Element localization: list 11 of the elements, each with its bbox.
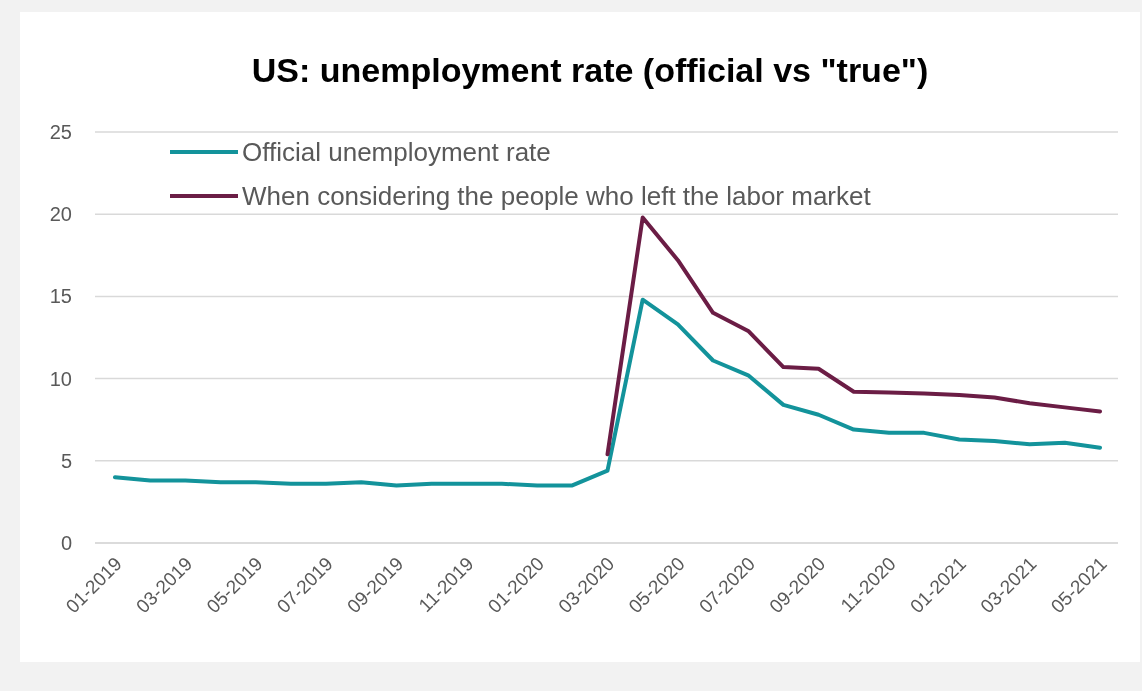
line-series	[605, 215, 1102, 457]
y-tick-label: 0	[60, 532, 72, 554]
chart-title: US: unemployment rate (official vs "true")	[251, 51, 929, 89]
y-tick-label: 20	[49, 203, 72, 226]
y-tick-label: 15	[49, 285, 72, 308]
line-series	[113, 297, 1102, 488]
legend-label: When considering the people who left the labor market	[242, 181, 872, 212]
y-tick-label: 25	[49, 121, 72, 143]
legend-label: Official unemployment rate	[242, 137, 551, 168]
y-tick-label: 5	[60, 449, 72, 472]
y-tick-label: 10	[49, 367, 72, 390]
